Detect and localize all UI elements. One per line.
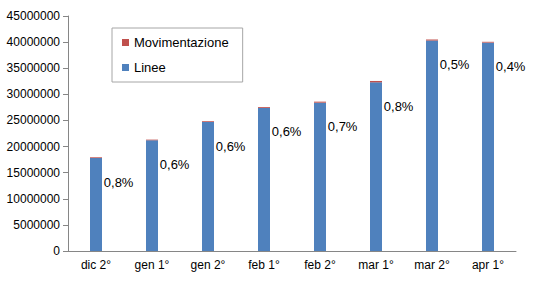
svg-text:0,4%: 0,4%	[496, 59, 526, 74]
svg-text:0,8%: 0,8%	[384, 99, 414, 114]
svg-text:0,8%: 0,8%	[104, 175, 134, 190]
svg-text:15000000: 15000000	[7, 166, 61, 180]
svg-text:0,6%: 0,6%	[272, 124, 302, 139]
svg-text:40000000: 40000000	[7, 35, 61, 49]
svg-text:feb 1°: feb 1°	[248, 258, 280, 272]
svg-text:20000000: 20000000	[7, 140, 61, 154]
svg-text:30000000: 30000000	[7, 87, 61, 101]
svg-text:dic 2°: dic 2°	[81, 258, 111, 272]
svg-text:0,5%: 0,5%	[440, 57, 470, 72]
svg-text:0,6%: 0,6%	[216, 139, 246, 154]
svg-text:gen 2°: gen 2°	[191, 258, 226, 272]
svg-text:Linee: Linee	[134, 60, 166, 75]
svg-text:0,7%: 0,7%	[328, 119, 358, 134]
svg-text:Movimentazione: Movimentazione	[134, 35, 229, 50]
svg-text:0,6%: 0,6%	[160, 157, 190, 172]
svg-text:45000000: 45000000	[7, 9, 61, 23]
svg-text:35000000: 35000000	[7, 61, 61, 75]
svg-text:feb 2°: feb 2°	[304, 258, 336, 272]
svg-text:gen 1°: gen 1°	[135, 258, 170, 272]
svg-text:mar 2°: mar 2°	[414, 258, 450, 272]
svg-text:25000000: 25000000	[7, 113, 61, 127]
svg-text:0: 0	[53, 244, 60, 258]
svg-text:apr 1°: apr 1°	[472, 258, 504, 272]
svg-text:mar 1°: mar 1°	[358, 258, 394, 272]
svg-text:10000000: 10000000	[7, 192, 61, 206]
svg-text:5000000: 5000000	[13, 218, 60, 232]
